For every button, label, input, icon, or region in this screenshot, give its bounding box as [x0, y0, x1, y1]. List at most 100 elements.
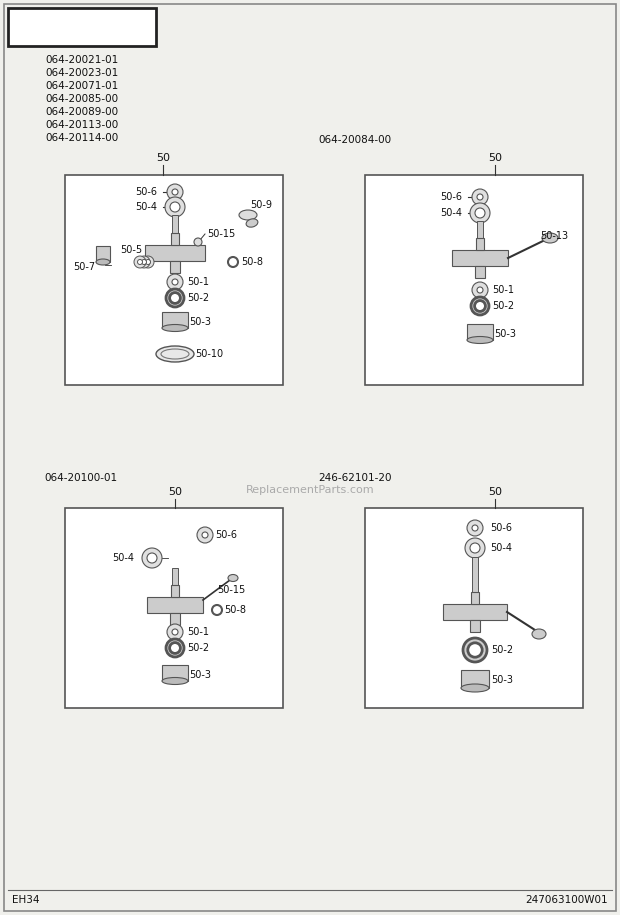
Circle shape [170, 202, 180, 212]
Bar [162, 312, 188, 328]
Bar [452, 250, 508, 266]
Circle shape [471, 297, 489, 315]
Text: 064-20084-00: 064-20084-00 [318, 135, 391, 145]
Circle shape [465, 538, 485, 558]
Circle shape [167, 274, 183, 290]
Ellipse shape [461, 684, 489, 692]
Circle shape [468, 643, 482, 657]
Text: 50-4: 50-4 [112, 553, 134, 563]
Text: 50-6: 50-6 [490, 523, 512, 533]
Text: 064-20021-01: 064-20021-01 [45, 55, 118, 65]
Text: 50-8: 50-8 [241, 257, 263, 267]
Bar [472, 557, 478, 602]
Bar [365, 508, 583, 708]
Circle shape [142, 548, 162, 568]
Text: 50-10: 50-10 [195, 349, 223, 359]
Bar [471, 592, 479, 604]
Circle shape [170, 642, 180, 653]
Bar [476, 238, 484, 250]
Circle shape [470, 543, 480, 553]
Text: 50-15: 50-15 [207, 229, 235, 239]
Circle shape [165, 197, 185, 217]
Text: 50: 50 [168, 487, 182, 497]
Text: 50: 50 [488, 487, 502, 497]
Text: 50-2: 50-2 [492, 301, 514, 311]
Ellipse shape [156, 346, 194, 362]
Ellipse shape [162, 677, 188, 684]
Ellipse shape [542, 233, 558, 243]
Text: 50-8: 50-8 [224, 605, 246, 615]
Circle shape [141, 260, 146, 264]
Bar [477, 221, 483, 249]
Text: 064-20085-00: 064-20085-00 [45, 94, 118, 104]
Circle shape [172, 189, 178, 195]
Text: 50-4: 50-4 [135, 202, 157, 212]
Text: 50-1: 50-1 [187, 277, 209, 287]
Circle shape [166, 289, 184, 307]
Circle shape [167, 184, 183, 200]
Text: FIG. 631: FIG. 631 [17, 13, 147, 41]
Circle shape [472, 282, 488, 298]
Circle shape [170, 293, 180, 304]
Text: 50-3: 50-3 [189, 317, 211, 327]
Text: 50-6: 50-6 [215, 530, 237, 540]
Bar [171, 233, 179, 245]
Bar [443, 604, 507, 620]
Bar [65, 508, 283, 708]
Text: 50-3: 50-3 [189, 670, 211, 680]
Bar [170, 261, 180, 273]
Text: 50-9: 50-9 [250, 200, 272, 210]
Text: 50-3: 50-3 [491, 675, 513, 685]
Bar [461, 670, 489, 688]
Text: 064-20071-01: 064-20071-01 [45, 81, 118, 91]
Circle shape [167, 624, 183, 640]
Text: 064-20113-00: 064-20113-00 [45, 120, 118, 130]
Text: 50-3: 50-3 [494, 329, 516, 339]
Bar [145, 245, 205, 261]
Circle shape [142, 256, 154, 268]
Circle shape [134, 256, 146, 268]
Circle shape [138, 256, 150, 268]
Bar [96, 246, 110, 262]
Bar [8, 8, 156, 46]
Circle shape [477, 194, 483, 200]
Circle shape [470, 203, 490, 223]
Text: 50: 50 [156, 153, 170, 163]
Text: 50-2: 50-2 [187, 293, 209, 303]
Circle shape [474, 301, 485, 311]
Bar [162, 665, 188, 681]
Text: 247063100W01: 247063100W01 [525, 895, 608, 905]
Circle shape [172, 279, 178, 285]
Ellipse shape [96, 259, 110, 265]
Text: 246-62101-20: 246-62101-20 [318, 473, 391, 483]
Circle shape [194, 238, 202, 246]
Bar [171, 585, 179, 597]
Text: 50-13: 50-13 [540, 231, 568, 241]
Text: 50-15: 50-15 [217, 585, 246, 595]
Text: 064-20089-00: 064-20089-00 [45, 107, 118, 117]
Text: 50-1: 50-1 [187, 627, 209, 637]
Circle shape [477, 287, 483, 293]
Ellipse shape [239, 210, 257, 220]
Bar [475, 266, 485, 278]
Text: 50-2: 50-2 [491, 645, 513, 655]
Circle shape [172, 629, 178, 635]
Circle shape [467, 520, 483, 536]
Text: ReplacementParts.com: ReplacementParts.com [246, 485, 374, 495]
Text: 064-20023-01: 064-20023-01 [45, 68, 118, 78]
Text: 50-6: 50-6 [440, 192, 462, 202]
Circle shape [146, 260, 151, 264]
Text: 50-4: 50-4 [440, 208, 462, 218]
Circle shape [472, 189, 488, 205]
Text: 50-1: 50-1 [492, 285, 514, 295]
Ellipse shape [467, 337, 493, 343]
Circle shape [138, 260, 143, 264]
Text: 50-2: 50-2 [187, 643, 209, 653]
Bar [172, 215, 178, 245]
Ellipse shape [246, 219, 258, 227]
Bar [65, 175, 283, 385]
Bar [365, 175, 583, 385]
Circle shape [475, 208, 485, 218]
Bar [147, 597, 203, 613]
Ellipse shape [162, 325, 188, 331]
